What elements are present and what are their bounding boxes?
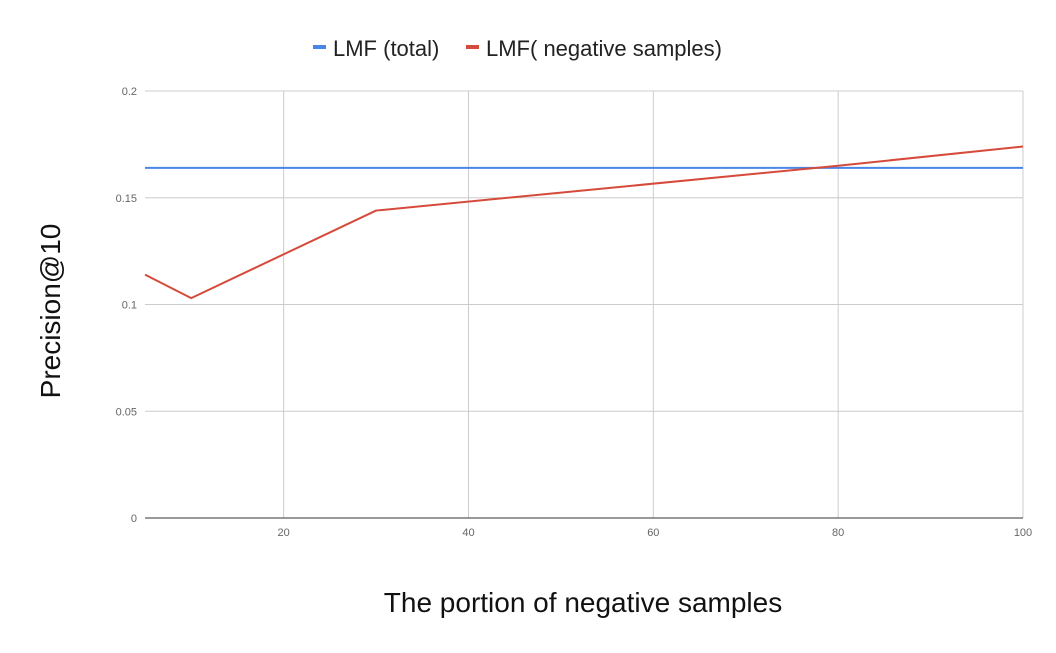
legend-label-1: LMF (total) xyxy=(333,36,439,61)
series-lines xyxy=(144,145,1024,300)
x-tick-label: 80 xyxy=(832,527,844,539)
legend-swatch-2 xyxy=(466,45,479,49)
series-line-2 xyxy=(144,145,1024,300)
legend-swatch-1 xyxy=(313,45,326,49)
y-tick-label: 0.1 xyxy=(122,300,137,312)
grid xyxy=(145,90,1024,518)
legend-label-2: LMF( negative samples) xyxy=(486,36,722,61)
x-axis-title: The portion of negative samples xyxy=(384,587,782,618)
y-tick-label: 0.15 xyxy=(116,193,137,205)
x-tick-label: 40 xyxy=(462,527,474,539)
y-axis-title: Precision@10 xyxy=(35,224,66,399)
legend: LMF (total) LMF( negative samples) xyxy=(313,36,722,61)
y-tick-label: 0.05 xyxy=(116,406,137,418)
x-tick-label: 60 xyxy=(647,527,659,539)
axes: 0 0.05 0.1 0.15 0.2 20 40 60 80 100 xyxy=(116,86,1033,539)
x-tick-label: 20 xyxy=(278,527,290,539)
x-tick-label: 100 xyxy=(1014,527,1032,539)
y-tick-label: 0.2 xyxy=(122,86,137,98)
y-tick-label: 0 xyxy=(131,513,137,525)
